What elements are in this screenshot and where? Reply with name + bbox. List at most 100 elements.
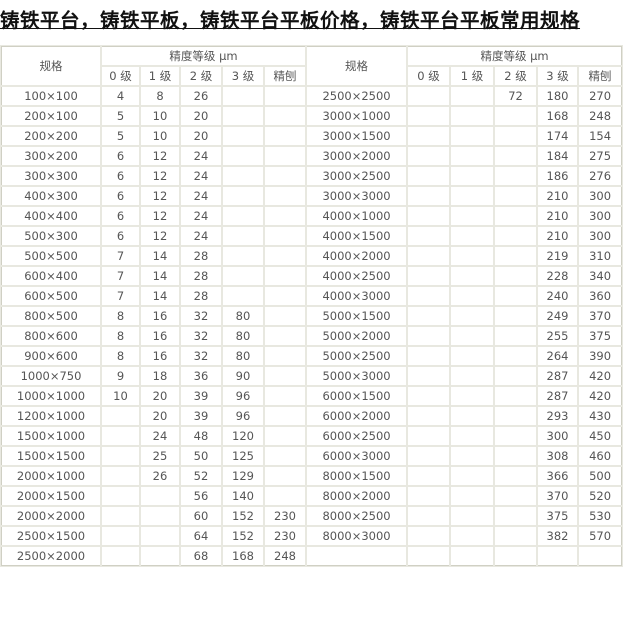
table-row: 600×400 7 14 28 4000×2500 228 340 (0, 265, 624, 287)
table-row: 1000×1000 10 20 39 96 6000×1500 287 420 (0, 385, 624, 407)
spec-cell: 1500×1500 (0, 445, 102, 467)
value-cell: 96 (221, 385, 265, 407)
precision-header: 精度等级 μm (99, 45, 308, 67)
value-cell (406, 205, 452, 227)
value-cell: 20 (179, 105, 223, 127)
value-cell (493, 185, 539, 207)
value-cell: 219 (536, 245, 580, 267)
grade-header: 0 级 (406, 65, 452, 87)
value-cell: 24 (179, 185, 223, 207)
value-cell: 26 (179, 85, 223, 107)
value-cell: 570 (577, 525, 624, 547)
spec-header: 规格 (0, 45, 102, 87)
value-cell (493, 265, 539, 287)
value-cell (406, 525, 452, 547)
value-cell: 80 (221, 345, 265, 367)
value-cell (262, 85, 308, 107)
value-cell: 12 (139, 185, 181, 207)
spec-cell: 400×400 (0, 205, 102, 227)
value-cell: 460 (577, 445, 624, 467)
value-cell: 14 (139, 285, 181, 307)
spec-cell: 1500×1000 (0, 425, 102, 447)
spec-cell: 1000×1000 (0, 385, 102, 407)
value-cell (493, 125, 539, 147)
value-cell: 6 (100, 145, 141, 167)
value-cell (493, 465, 539, 487)
value-cell: 28 (179, 245, 223, 267)
value-cell: 24 (179, 145, 223, 167)
value-cell: 230 (262, 505, 308, 527)
spec-cell: 500×300 (0, 225, 102, 247)
value-cell (493, 145, 539, 167)
spec-cell: 4000×3000 (305, 285, 409, 307)
value-cell (262, 285, 308, 307)
value-cell: 168 (536, 105, 580, 127)
table-row: 300×300 6 12 24 3000×2500 186 276 (0, 165, 624, 187)
value-cell (406, 345, 452, 367)
value-cell (100, 445, 141, 467)
value-cell: 276 (577, 165, 624, 187)
value-cell: 366 (536, 465, 580, 487)
table-row: 500×300 6 12 24 4000×1500 210 300 (0, 225, 624, 247)
table-row: 1500×1000 24 48 120 6000×2500 300 450 (0, 425, 624, 447)
value-cell: 24 (179, 205, 223, 227)
value-cell (221, 105, 265, 127)
value-cell (493, 405, 539, 427)
value-cell: 308 (536, 445, 580, 467)
value-cell: 32 (179, 345, 223, 367)
value-cell: 26 (139, 465, 181, 487)
value-cell (221, 225, 265, 247)
value-cell (406, 445, 452, 467)
spec-cell: 600×500 (0, 285, 102, 307)
value-cell: 24 (179, 225, 223, 247)
table-row: 2000×1500 56 140 8000×2000 370 520 (0, 485, 624, 507)
value-cell: 9 (100, 365, 141, 387)
value-cell (493, 305, 539, 327)
value-cell: 184 (536, 145, 580, 167)
value-cell (139, 485, 181, 507)
value-cell: 10 (100, 385, 141, 407)
spec-cell: 400×300 (0, 185, 102, 207)
spec-cell: 6000×2500 (305, 425, 409, 447)
value-cell: 210 (536, 225, 580, 247)
table-row: 900×600 8 16 32 80 5000×2500 264 390 (0, 345, 624, 367)
value-cell: 140 (221, 485, 265, 507)
value-cell: 293 (536, 405, 580, 427)
value-cell (493, 225, 539, 247)
spec-cell: 100×100 (0, 85, 102, 107)
value-cell: 20 (139, 385, 181, 407)
value-cell (221, 245, 265, 267)
value-cell (406, 105, 452, 127)
grade-header: 1 级 (139, 65, 181, 87)
value-cell: 370 (577, 305, 624, 327)
value-cell: 7 (100, 245, 141, 267)
value-cell: 24 (179, 165, 223, 187)
table-row: 400×300 6 12 24 3000×3000 210 300 (0, 185, 624, 207)
value-cell: 56 (179, 485, 223, 507)
value-cell: 25 (139, 445, 181, 467)
value-cell (493, 345, 539, 367)
value-cell: 248 (577, 105, 624, 127)
spec-cell: 8000×2000 (305, 485, 409, 507)
value-cell (406, 365, 452, 387)
value-cell (406, 405, 452, 427)
value-cell: 248 (262, 545, 308, 567)
table-row: 100×100 4 8 26 2500×2500 72 180 270 (0, 85, 624, 107)
spec-cell: 3000×2000 (305, 145, 409, 167)
value-cell: 6 (100, 205, 141, 227)
spec-header: 规格 (305, 45, 409, 87)
spec-cell: 4000×2000 (305, 245, 409, 267)
value-cell: 8 (139, 85, 181, 107)
value-cell (139, 545, 181, 567)
value-cell: 382 (536, 525, 580, 547)
table-row: 1000×750 9 18 36 90 5000×3000 287 420 (0, 365, 624, 387)
value-cell (449, 445, 496, 467)
table-row: 2500×1500 64 152 230 8000×3000 382 570 (0, 525, 624, 547)
value-cell (262, 205, 308, 227)
value-cell: 450 (577, 425, 624, 447)
value-cell (449, 105, 496, 127)
value-cell (449, 305, 496, 327)
value-cell (449, 405, 496, 427)
value-cell (406, 165, 452, 187)
spec-cell: 6000×3000 (305, 445, 409, 467)
